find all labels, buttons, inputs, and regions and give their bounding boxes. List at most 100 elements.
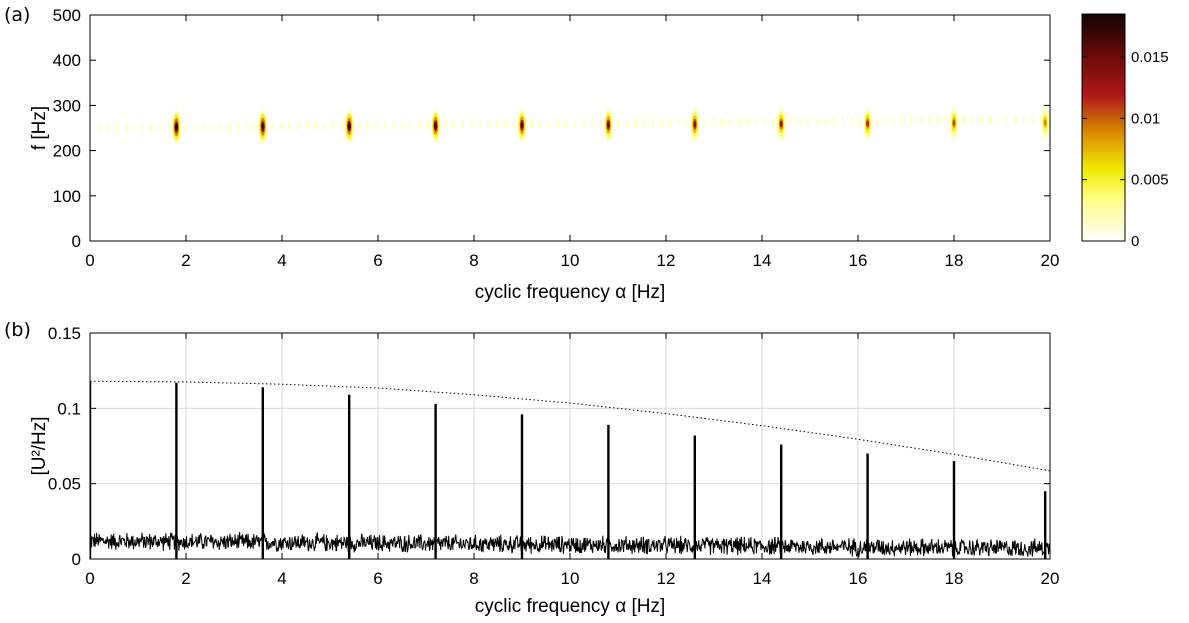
heatmap-stripe-56: [582, 119, 585, 128]
panel-a-xtick-label-10: 20: [1041, 251, 1060, 270]
heatmap-stripe-53: [556, 119, 559, 128]
heatmap-stripe-28: [340, 121, 343, 130]
heatmap-stripe-105: [1005, 115, 1009, 124]
heatmap-stripe-30: [357, 121, 361, 130]
heatmap-peak-4: [517, 108, 527, 143]
panel-a-xtick-label-3: 6: [373, 251, 382, 270]
heatmap-stripe-16: [236, 122, 240, 131]
heatmap-stripe-70: [703, 118, 706, 127]
heatmap-stripe-51: [538, 119, 542, 128]
heatmap-stripe-108: [1031, 115, 1035, 124]
panel-b-ylabel: [U²/Hz]: [29, 416, 50, 475]
heatmap-peak-7-layer-4: [779, 120, 783, 127]
heatmap-stripe-2: [115, 123, 119, 132]
heatmap-stripe-4: [132, 123, 136, 132]
heatmap-stripe-83: [815, 117, 819, 126]
heatmap-layer: [98, 105, 1050, 145]
heatmap-stripe-72: [720, 117, 724, 127]
panel-b-label: (b): [4, 319, 31, 341]
heatmap-stripe-64: [651, 118, 654, 127]
panel-a-label: (a): [4, 4, 30, 26]
heatmap-stripe-90: [875, 116, 879, 125]
heatmap-stripe-63: [642, 118, 646, 127]
heatmap-stripe-94: [910, 116, 914, 125]
panel-a-ytick-label-4: 400: [53, 51, 81, 70]
heatmap-stripe-41: [452, 120, 456, 129]
heatmap-stripe-85: [832, 116, 836, 126]
heatmap-peak-5: [603, 107, 613, 142]
heatmap-peak-0: [171, 110, 181, 145]
heatmap-stripe-80: [789, 117, 793, 126]
heatmap-stripe-74: [737, 117, 741, 126]
heatmap-stripe-25: [314, 121, 317, 130]
heatmap-stripe-55: [573, 119, 577, 128]
heatmap-stripe-50: [530, 119, 533, 128]
heatmap-peak-2: [344, 109, 354, 144]
panel-a-xtick-label-2: 4: [277, 251, 286, 270]
heatmap-peak-8: [863, 106, 873, 141]
heatmap-stripe-13: [210, 122, 214, 131]
heatmap-stripe-61: [625, 118, 629, 128]
heatmap-peak-3-layer-4: [434, 122, 437, 129]
heatmap-peak-6: [690, 107, 700, 142]
heatmap-stripe-75: [746, 117, 749, 126]
envelope-dotted-line: [90, 380, 1050, 472]
heatmap-stripe-107: [1022, 115, 1026, 124]
panel-b: (b) 0 2 4 6 8 10 12 14 16 18 20 0 0.05 0.1 0.15 cycli…: [4, 319, 1059, 617]
panel-a: (a) 0 2 4 6 8 10 12 14 16 18 20 0 100 200 300 400 500 c…: [4, 4, 1059, 303]
heatmap-stripe-8: [167, 123, 171, 132]
heatmap-stripe-23: [296, 121, 300, 131]
heatmap-stripe-101: [970, 115, 974, 124]
heatmap-stripe-17: [245, 122, 248, 131]
colorbar-gradient: [1081, 13, 1126, 242]
panel-b-xtick-label-7: 14: [753, 569, 772, 588]
colorbar-ticks: 0 0.005 0.01 0.015: [1082, 49, 1169, 250]
panel-b-xtick-label-1: 2: [181, 569, 190, 588]
heatmap-stripe-68: [685, 118, 689, 127]
heatmap-peak-2-layer-4: [347, 123, 351, 130]
heatmap-stripe-10: [184, 123, 188, 132]
heatmap-stripe-47: [504, 120, 508, 129]
heatmap-peak-9-layer-4: [952, 120, 956, 127]
colorbar-tick-label-0: 0: [1131, 233, 1139, 250]
heatmap-stripe-97: [936, 115, 940, 125]
heatmap-stripe-33: [383, 121, 387, 130]
panel-a-xtick-label-5: 10: [561, 251, 580, 270]
panel-b-xtick-label-9: 18: [945, 569, 964, 588]
panel-a-ylabel: f [Hz]: [29, 106, 50, 150]
colorbar: 0 0.005 0.01 0.015: [1081, 13, 1169, 250]
heatmap-stripe-96: [927, 116, 931, 125]
heatmap-stripe-45: [487, 120, 490, 129]
panel-a-xlabel: cyclic frequency α [Hz]: [475, 282, 665, 303]
panel-a-xtick-label-8: 16: [849, 251, 868, 270]
noise-floor-trace: [90, 531, 1050, 558]
panel-a-plot-area: [90, 15, 1050, 241]
heatmap-peak-3: [431, 108, 441, 143]
heatmap-stripe-100: [962, 115, 965, 124]
heatmap-stripe-36: [409, 120, 413, 130]
colorbar-tick-label-2: 0.01: [1131, 110, 1160, 127]
heatmap-stripe-20: [271, 122, 274, 131]
panel-a-ytick-label-2: 200: [53, 142, 81, 161]
heatmap-peak-5-layer-4: [607, 121, 610, 128]
heatmap-stripe-92: [893, 116, 896, 125]
heatmap-stripe-22: [288, 122, 292, 131]
panel-b-ytick-label-2: 0.1: [57, 399, 81, 418]
heatmap-stripe-60: [616, 118, 620, 128]
panel-a-xtick-label-4: 8: [469, 251, 478, 270]
heatmap-stripe-84: [823, 117, 827, 126]
heatmap-stripe-43: [469, 120, 473, 129]
panel-b-y-ticks: 0 0.05 0.1 0.15: [48, 324, 1050, 569]
heatmap-peak-1-layer-4: [261, 123, 265, 130]
heatmap-stripe-81: [798, 117, 801, 126]
heatmap-stripe-6: [150, 123, 153, 132]
heatmap-stripe-38: [426, 120, 430, 129]
heatmap-peak-10-layer-4: [1043, 119, 1047, 126]
heatmap-stripe-7: [158, 123, 162, 132]
heatmap-stripe-106: [1014, 115, 1017, 124]
heatmap-stripe-46: [495, 120, 499, 129]
panel-a-xtick-label-0: 0: [85, 251, 94, 270]
heatmap-stripe-87: [849, 116, 853, 125]
heatmap-stripe-77: [763, 117, 767, 126]
